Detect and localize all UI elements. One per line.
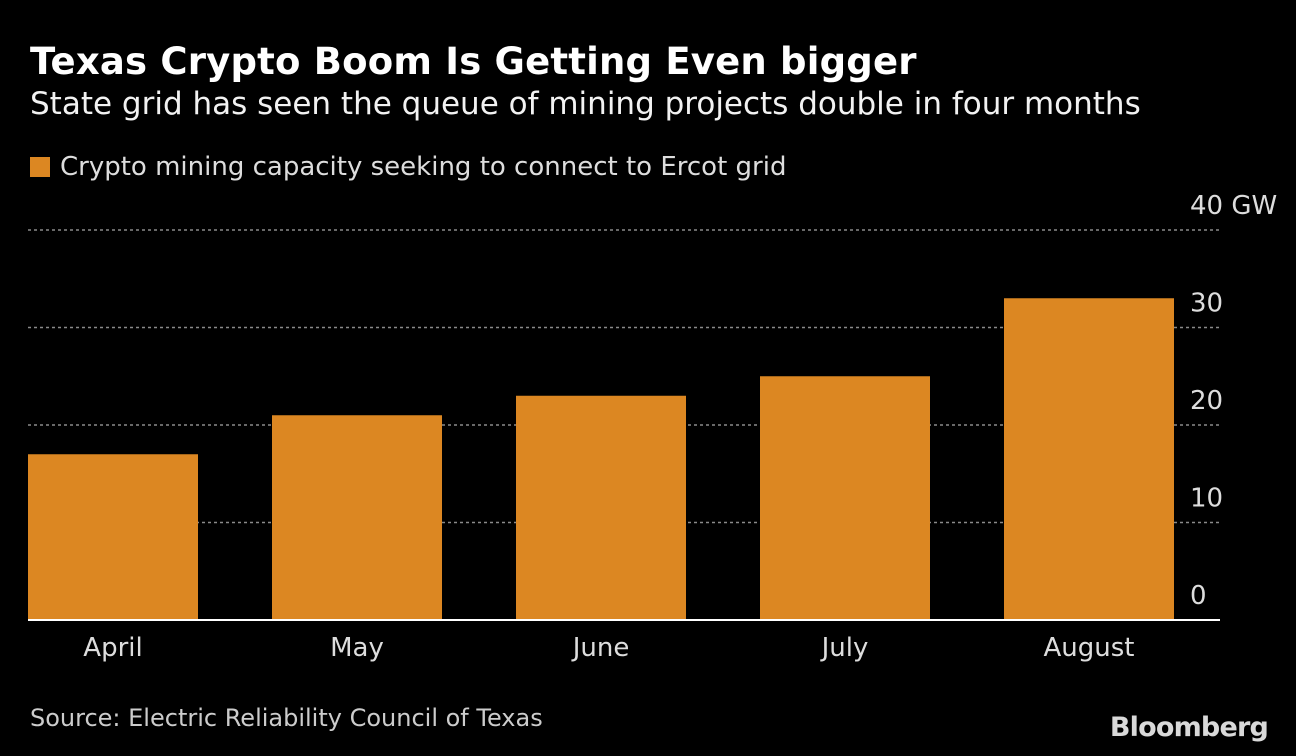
bloomberg-logo: Bloomberg bbox=[1109, 712, 1269, 743]
x-tick-label: June bbox=[571, 633, 630, 663]
legend-swatch bbox=[30, 157, 50, 177]
bar-july bbox=[760, 376, 930, 620]
x-tick-label: May bbox=[330, 633, 384, 663]
y-tick-label: 20 bbox=[1190, 386, 1223, 416]
bar-august bbox=[1004, 298, 1174, 620]
x-tick-label: July bbox=[820, 633, 869, 663]
y-tick-label: 30 bbox=[1190, 289, 1223, 319]
legend-label: Crypto mining capacity seeking to connec… bbox=[60, 152, 787, 182]
bar-may bbox=[272, 415, 442, 620]
legend: Crypto mining capacity seeking to connec… bbox=[30, 152, 786, 182]
bar-april bbox=[28, 454, 198, 620]
chart-title: Texas Crypto Boom Is Getting Even bigger bbox=[30, 40, 917, 83]
x-tick-label: August bbox=[1044, 633, 1135, 663]
x-tick-label: April bbox=[83, 633, 142, 663]
bar-june bbox=[516, 395, 686, 620]
chart-subtitle: State grid has seen the queue of mining … bbox=[30, 86, 1141, 122]
y-tick-label: 40 GW bbox=[1190, 191, 1277, 221]
source-note: Source: Electric Reliability Council of … bbox=[30, 704, 543, 732]
y-tick-label: 0 bbox=[1190, 581, 1207, 611]
y-tick-label: 10 bbox=[1190, 484, 1223, 514]
